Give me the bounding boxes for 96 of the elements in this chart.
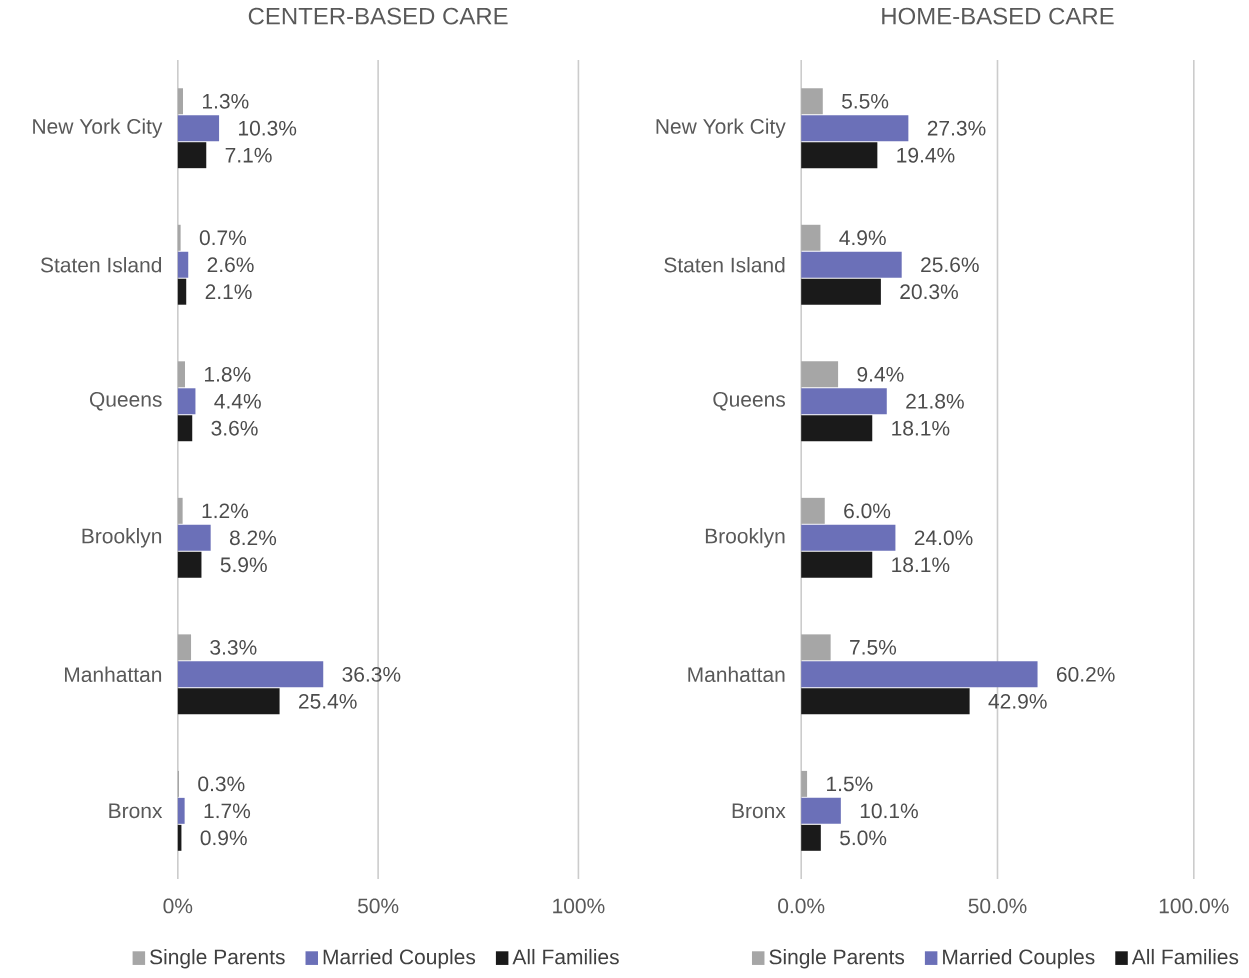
bar xyxy=(801,551,873,578)
bar xyxy=(801,224,821,251)
y-tick-label: Bronx xyxy=(732,803,786,819)
data-label: 4.4% xyxy=(214,393,261,409)
data-label: 3.6% xyxy=(211,420,258,436)
data-label: 20.3% xyxy=(900,284,958,300)
data-label: 7.1% xyxy=(225,147,272,163)
bar xyxy=(801,824,821,851)
chart-title: CENTER-BASED CARE xyxy=(248,7,508,25)
data-label: 7.5% xyxy=(850,639,897,655)
bar xyxy=(801,115,909,142)
bar xyxy=(801,278,881,305)
bar xyxy=(801,797,841,824)
y-tick-label: Queens xyxy=(89,391,162,411)
data-label: 5.0% xyxy=(840,830,887,846)
x-tick-label: 0% xyxy=(163,898,193,914)
bar xyxy=(801,524,896,551)
data-label: 8.2% xyxy=(229,530,277,546)
x-tick-label: 0.0% xyxy=(778,898,825,914)
legend-label: Single Parents xyxy=(150,948,285,969)
data-label: 0.9% xyxy=(200,830,247,846)
bar xyxy=(177,797,185,824)
data-label: 5.9% xyxy=(220,557,267,573)
chart-title: HOME-BASED CARE xyxy=(882,7,1114,25)
data-label: 5.5% xyxy=(842,93,889,109)
bar xyxy=(177,388,196,415)
legend-label: All Families xyxy=(1131,948,1239,965)
legend-label: Married Couples xyxy=(943,948,1095,969)
bar xyxy=(177,551,202,578)
bar xyxy=(801,497,825,524)
bar xyxy=(801,661,1038,688)
data-label: 6.0% xyxy=(844,503,891,519)
y-tick-label: Brooklyn xyxy=(82,528,162,548)
bar xyxy=(177,142,207,169)
data-label: 25.6% xyxy=(921,257,979,273)
x-tick-label: 50.0% xyxy=(968,898,1027,914)
y-tick-label: New York City xyxy=(33,118,163,138)
bar xyxy=(801,688,970,715)
bar xyxy=(801,415,873,442)
data-label: 19.4% xyxy=(897,147,955,163)
bar xyxy=(801,251,902,278)
y-tick-label: Manhattan xyxy=(688,666,785,683)
data-label: 42.9% xyxy=(988,693,1047,709)
data-label: 0.7% xyxy=(199,230,247,246)
bar xyxy=(177,361,186,388)
data-label: 1.8% xyxy=(205,366,251,382)
bar xyxy=(177,251,189,278)
bar xyxy=(177,524,211,551)
data-label: 25.4% xyxy=(299,693,357,709)
bar xyxy=(177,634,192,661)
data-label: 10.3% xyxy=(239,120,297,136)
data-label: 1.2% xyxy=(202,503,249,519)
bar xyxy=(801,88,823,115)
data-label: 0.3% xyxy=(198,776,245,792)
data-label: 24.0% xyxy=(914,530,973,546)
data-label: 10.1% xyxy=(860,803,918,819)
data-label: 1.7% xyxy=(204,803,251,819)
bar xyxy=(177,661,324,688)
bar xyxy=(177,497,183,524)
data-label: 2.1% xyxy=(205,284,252,300)
bar xyxy=(177,415,193,442)
data-label: 18.1% xyxy=(892,420,950,436)
data-label: 36.3% xyxy=(342,666,401,682)
bar xyxy=(801,142,878,169)
data-label: 60.2% xyxy=(1056,666,1115,682)
bar xyxy=(177,115,220,142)
y-tick-label: Queens xyxy=(713,391,786,411)
bar xyxy=(177,224,181,251)
x-tick-label: 100% xyxy=(553,898,605,914)
y-tick-label: New York City xyxy=(656,118,786,138)
data-label: 4.9% xyxy=(839,230,886,246)
y-tick-label: Staten Island xyxy=(40,257,162,273)
bar xyxy=(801,361,839,388)
x-tick-label: 50% xyxy=(357,898,399,914)
bar xyxy=(177,88,184,115)
data-label: 27.3% xyxy=(927,120,986,136)
data-label: 9.4% xyxy=(857,366,904,382)
legend-label: Single Parents xyxy=(769,948,905,969)
legend-label: Married Couples xyxy=(323,948,476,969)
y-tick-label: Staten Island xyxy=(664,257,785,273)
data-label: 1.3% xyxy=(203,93,249,109)
y-tick-label: Manhattan xyxy=(65,666,162,683)
y-tick-label: Brooklyn xyxy=(705,528,785,548)
y-tick-label: Bronx xyxy=(109,803,163,819)
legend-label: All Families xyxy=(512,948,619,965)
data-label: 21.8% xyxy=(906,393,964,409)
bar xyxy=(801,388,887,415)
bar xyxy=(177,278,187,305)
bar xyxy=(801,634,831,661)
bar xyxy=(801,770,808,797)
data-label: 2.6% xyxy=(207,257,254,273)
data-label: 1.5% xyxy=(827,776,873,792)
data-label: 3.3% xyxy=(210,639,257,655)
x-tick-label: 100.0% xyxy=(1159,898,1229,914)
bar xyxy=(177,688,280,715)
data-label: 18.1% xyxy=(892,557,950,573)
